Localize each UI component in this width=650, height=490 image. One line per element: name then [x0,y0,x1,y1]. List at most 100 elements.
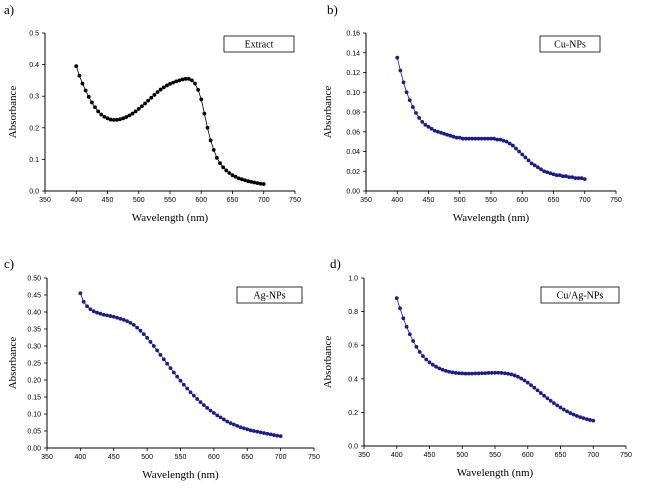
x-tick-label: 450 [102,197,114,204]
data-point [499,371,504,375]
data-point [435,129,440,134]
data-point [582,177,587,182]
panel-3: c) 0.00 0.05 0.10 0.15 0.20 0.25 0.30 0.35 0.40 0.… [4,256,320,481]
data-point [180,77,185,82]
data-point [105,116,110,121]
x-axis-title: Wavelength (nm) [142,469,219,481]
data-point [447,369,452,374]
data-point [158,352,163,357]
data-point [272,433,276,437]
x-axis-title: Wavelength (nm) [453,212,530,224]
data-point [398,306,402,311]
legend-label: Ag-NPs [253,291,285,302]
x-tick-label: 650 [227,197,239,204]
data-point [138,328,143,333]
y-tick-label: 0.8 [348,309,358,316]
data-point [168,366,173,370]
data-point [421,354,425,359]
x-tick-label: 400 [391,197,403,204]
legend: Ag-NPs [236,286,303,304]
x-tick-label: 550 [485,197,497,204]
data-point [417,350,422,354]
data-point [245,427,250,432]
data-point [135,325,140,330]
data-point [189,78,194,83]
data-point [495,137,500,142]
y-tick-label: 0.16 [346,31,360,38]
x-tick-label: 700 [275,454,287,461]
x-tick-label: 750 [308,454,320,461]
data-point [485,136,490,141]
y-tick-label: 0.35 [27,327,41,334]
data-point [275,433,280,438]
y-axis-title: Absorbance [7,337,19,390]
x-tick-label: 500 [141,454,153,461]
data-point [573,176,578,181]
data-point [168,81,172,86]
data-point [504,139,509,144]
data-point [480,371,484,376]
data-point [507,141,512,146]
y-tick-label: 0.45 [27,293,41,300]
data-point [558,405,563,410]
series-line [396,57,585,180]
data-point [202,111,207,116]
y-tick-label: 0.0 [348,444,358,451]
data-point [91,309,96,314]
y-tick-label: 0.12 [346,70,360,77]
data-point [492,136,497,141]
data-point [99,112,104,117]
data-point [118,117,122,122]
data-point [218,161,222,166]
data-point [121,317,126,322]
data-point [579,176,584,181]
legend: Cu/Ag-NPs [540,286,620,304]
data-point [102,114,107,119]
y-tick-label: 0.4 [29,62,39,69]
data-point [571,412,576,417]
panel-tag: c) [4,256,14,271]
data-point [404,90,409,95]
data-point [108,117,113,122]
data-point [265,431,270,436]
data-point [424,357,429,362]
data-point [442,131,447,136]
y-tick-label: 0.02 [346,169,360,176]
data-point [410,105,415,109]
y-tick-label: 0.14 [346,50,360,57]
data-point [576,176,581,181]
legend-box [236,286,303,304]
data-point [186,76,191,81]
data-point [539,167,543,172]
data-point [506,371,510,376]
data-point [149,95,154,100]
data-point [545,170,550,175]
data-point [261,182,266,186]
data-point [125,319,129,324]
data-point [439,130,443,135]
data-point [171,80,176,85]
data-point [443,369,448,373]
data-point [542,169,547,174]
y-tick-label: 0.00 [27,446,41,453]
data-point [101,312,106,317]
data-point [121,116,126,121]
data-point [548,398,553,403]
data-point [278,434,283,438]
y-tick-label: 0.05 [27,429,41,436]
data-point [193,81,197,86]
data-point [535,165,540,170]
x-tick-label: 500 [456,452,468,459]
data-point [430,362,435,367]
data-point [86,94,91,99]
data-point [460,371,465,376]
y-axis-title: Absorbance [322,336,334,389]
y-tick-label: 0.4 [348,376,358,383]
data-point [262,431,266,435]
y-tick-label: 0.08 [346,110,360,117]
data-point [523,155,528,160]
y-tick-label: 0.2 [29,125,39,132]
data-point [199,97,204,102]
data-point [501,138,506,143]
